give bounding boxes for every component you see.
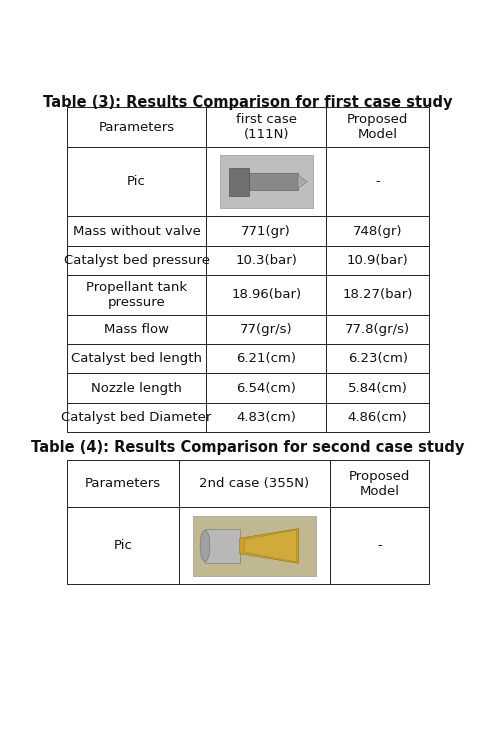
Bar	[67, 275, 206, 315]
Text: 4.86(cm): 4.86(cm)	[348, 411, 408, 424]
Bar	[229, 168, 249, 196]
Text: 748(gr): 748(gr)	[353, 224, 403, 238]
Bar	[326, 315, 429, 344]
Bar	[206, 315, 326, 344]
Text: Parameters: Parameters	[98, 120, 175, 134]
Text: Catalyst bed pressure: Catalyst bed pressure	[63, 254, 210, 266]
Text: 4.83(cm): 4.83(cm)	[236, 411, 296, 424]
Bar	[67, 147, 206, 216]
Text: 5.84(cm): 5.84(cm)	[348, 382, 408, 395]
Bar	[330, 508, 429, 584]
Text: Proposed
Model: Proposed Model	[347, 113, 408, 141]
Bar	[206, 403, 326, 432]
Text: Catalyst bed length: Catalyst bed length	[71, 352, 202, 365]
Bar	[67, 344, 206, 373]
Bar	[67, 107, 206, 147]
Text: Catalyst bed Diameter: Catalyst bed Diameter	[61, 411, 212, 424]
Polygon shape	[240, 528, 299, 563]
Text: 2nd case (355N): 2nd case (355N)	[199, 477, 309, 490]
Bar	[206, 275, 326, 315]
Text: -: -	[375, 175, 380, 188]
Bar	[205, 528, 240, 563]
Text: 77(gr/s): 77(gr/s)	[240, 323, 292, 336]
Bar	[67, 216, 206, 246]
Text: 6.54(cm): 6.54(cm)	[236, 382, 296, 395]
Text: 771(gr): 771(gr)	[242, 224, 291, 238]
Text: 77.8(gr/s): 77.8(gr/s)	[345, 323, 410, 336]
Bar	[206, 107, 326, 147]
Text: first case
(111N): first case (111N)	[236, 113, 297, 141]
Bar	[179, 508, 330, 584]
Bar	[326, 246, 429, 275]
Bar	[330, 460, 429, 508]
Bar	[67, 403, 206, 432]
Polygon shape	[244, 530, 296, 562]
Bar	[326, 344, 429, 373]
Text: Pic: Pic	[113, 539, 132, 553]
Bar	[326, 216, 429, 246]
Bar	[326, 147, 429, 216]
Bar	[206, 246, 326, 275]
Text: 10.9(bar): 10.9(bar)	[347, 254, 408, 266]
Bar	[206, 147, 326, 216]
Text: 10.3(bar): 10.3(bar)	[235, 254, 297, 266]
Text: Table (4): Results Comparison for second case study: Table (4): Results Comparison for second…	[31, 440, 465, 455]
Bar	[206, 373, 326, 403]
Bar	[326, 373, 429, 403]
Bar	[67, 315, 206, 344]
Text: Mass flow: Mass flow	[104, 323, 169, 336]
Bar	[67, 508, 179, 584]
Text: Nozzle length: Nozzle length	[91, 382, 182, 395]
Bar	[326, 275, 429, 315]
Bar	[206, 216, 326, 246]
Text: Mass without valve: Mass without valve	[73, 224, 200, 238]
Text: Parameters: Parameters	[85, 477, 161, 490]
Text: Table (3): Results Comparison for first case study: Table (3): Results Comparison for first …	[43, 94, 453, 110]
Text: 18.96(bar): 18.96(bar)	[231, 289, 301, 301]
Bar	[326, 403, 429, 432]
Bar	[67, 246, 206, 275]
Text: -: -	[377, 539, 382, 553]
Bar	[326, 107, 429, 147]
Bar	[206, 344, 326, 373]
Bar	[67, 373, 206, 403]
Bar	[220, 156, 313, 208]
Text: 6.23(cm): 6.23(cm)	[348, 352, 408, 365]
Text: Proposed
Model: Proposed Model	[349, 469, 410, 497]
Text: 6.21(cm): 6.21(cm)	[236, 352, 296, 365]
Text: 18.27(bar): 18.27(bar)	[343, 289, 413, 301]
Bar	[249, 173, 298, 190]
Polygon shape	[298, 175, 307, 188]
Text: Propellant tank
pressure: Propellant tank pressure	[86, 281, 187, 309]
Text: Pic: Pic	[127, 175, 146, 188]
Ellipse shape	[200, 531, 210, 562]
Bar	[179, 460, 330, 508]
Bar	[193, 516, 316, 576]
Bar	[67, 460, 179, 508]
